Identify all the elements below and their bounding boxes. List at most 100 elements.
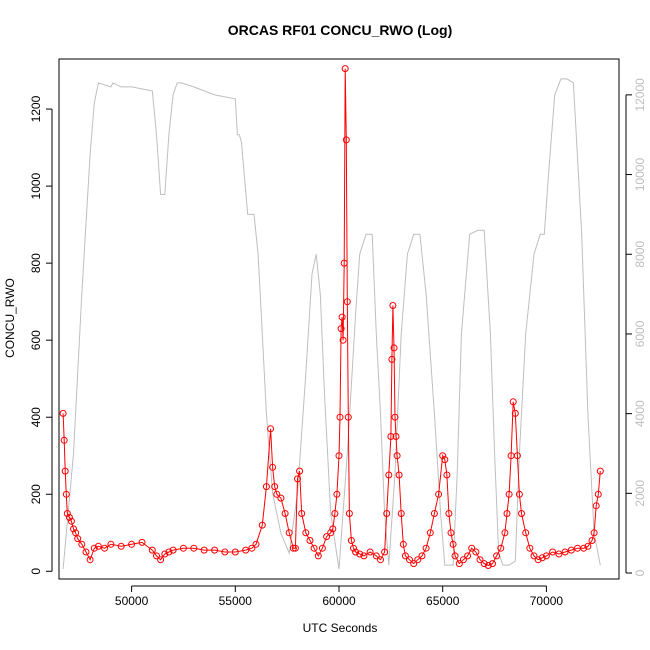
data-point (388, 355, 396, 363)
x-tick-label: 70000 (530, 594, 564, 608)
data-point (372, 552, 380, 560)
data-point (329, 525, 337, 533)
data-point (314, 552, 322, 560)
x-tick-label: 60000 (322, 594, 356, 608)
data-point (327, 529, 335, 537)
data-point (590, 529, 598, 537)
data-point (584, 542, 592, 550)
y-tick-label: 200 (29, 484, 43, 504)
data-point (385, 471, 393, 479)
data-point (489, 560, 496, 568)
data-point (350, 544, 357, 552)
x-tick-label: 55000 (219, 594, 253, 608)
data-point (153, 552, 160, 560)
data-point (302, 529, 310, 537)
data-point (538, 554, 546, 562)
data-point (248, 544, 256, 552)
y-tick-label: 1000 (29, 172, 43, 199)
data-point (59, 409, 67, 417)
data-point (323, 533, 331, 541)
data-point (281, 510, 289, 517)
right-y-axis: 0 2000 4000 6000 8000 10000 12000 (625, 78, 647, 576)
data-point (161, 550, 169, 558)
right-y-tick-label: 10000 (633, 158, 647, 192)
data-point (65, 513, 73, 521)
data-point (511, 409, 519, 417)
data-point (345, 510, 353, 517)
data-point (78, 540, 86, 548)
data-point (406, 556, 413, 564)
data-point (561, 548, 569, 556)
data-point (342, 136, 350, 144)
data-point (522, 529, 530, 537)
right-y-tick-label: 2000 (633, 480, 647, 507)
data-point (318, 544, 326, 552)
right-y-tick-label: 4000 (633, 400, 647, 427)
data-point (377, 556, 384, 564)
data-point (262, 483, 270, 491)
data-point (397, 510, 405, 517)
data-point (395, 471, 403, 479)
data-point (447, 529, 455, 537)
data-point (128, 540, 136, 548)
data-point (310, 544, 318, 552)
data-point (117, 542, 125, 550)
data-point (339, 336, 347, 344)
data-point (381, 548, 389, 556)
data-point (242, 546, 250, 554)
data-point (60, 436, 68, 444)
data-point (513, 452, 521, 460)
x-axis: 50000 55000 60000 65000 70000 (115, 585, 564, 608)
data-point (82, 548, 90, 556)
data-point (221, 548, 229, 556)
data-point (62, 490, 70, 498)
data-point (269, 463, 277, 471)
data-point (596, 467, 604, 475)
data-point (383, 510, 391, 517)
data-point (190, 544, 198, 552)
y-tick-label: 800 (29, 253, 43, 273)
data-point (366, 548, 374, 556)
y-axis-title: CONCU_RWO (3, 278, 17, 358)
data-point (294, 475, 301, 483)
data-point (298, 510, 306, 517)
data-point (94, 542, 102, 550)
data-point (273, 490, 281, 498)
data-point (148, 546, 156, 554)
data-point (401, 552, 409, 560)
data-point (356, 550, 364, 558)
data-point (70, 525, 77, 533)
data-point (343, 298, 351, 306)
data-point (338, 313, 346, 321)
data-point (285, 529, 293, 537)
data-point (580, 544, 588, 552)
data-point (476, 556, 484, 564)
data-point (344, 413, 352, 421)
data-point (567, 546, 575, 554)
data-point (588, 537, 596, 544)
y-tick-label: 0 (29, 568, 43, 575)
data-point (515, 490, 523, 498)
primary-series-line (62, 68, 601, 567)
data-point (107, 540, 115, 548)
data-point (493, 552, 501, 560)
data-point (267, 425, 275, 433)
data-point (468, 544, 476, 552)
data-point (347, 537, 355, 544)
data-point (526, 544, 534, 552)
data-point (480, 560, 488, 568)
right-y-tick-label: 8000 (633, 241, 647, 268)
data-point (390, 344, 398, 352)
plot-frame (58, 58, 620, 580)
data-point (392, 433, 400, 440)
data-point (340, 259, 348, 267)
data-point (387, 433, 395, 440)
data-point (391, 413, 399, 421)
data-point (306, 537, 314, 544)
data-point (169, 546, 177, 554)
data-point (393, 452, 401, 460)
data-point (179, 544, 187, 552)
data-point (455, 560, 463, 568)
data-point (503, 510, 511, 517)
